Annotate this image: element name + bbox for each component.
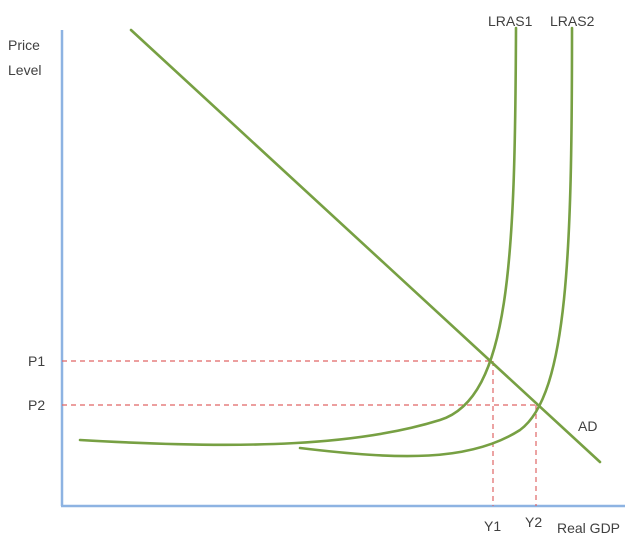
series-label-lras1: LRAS1: [488, 13, 533, 29]
lras1-curve: [78, 26, 518, 447]
ad-curve: [129, 28, 602, 464]
ylabel-line-1: Price: [8, 37, 40, 53]
x-tick-label-y2: Y2: [525, 514, 542, 530]
y-tick-label-p1: P1: [28, 353, 45, 369]
lras2-curve: [298, 26, 574, 458]
y-tick-label-p2: P2: [28, 397, 45, 413]
ylabel-line-2: Level: [8, 62, 41, 78]
series-label-lras2: LRAS2: [550, 13, 595, 29]
series-label-ad: AD: [578, 418, 597, 434]
x-tick-label-y1: Y1: [484, 518, 501, 534]
xlabel: Real GDP: [557, 520, 620, 536]
